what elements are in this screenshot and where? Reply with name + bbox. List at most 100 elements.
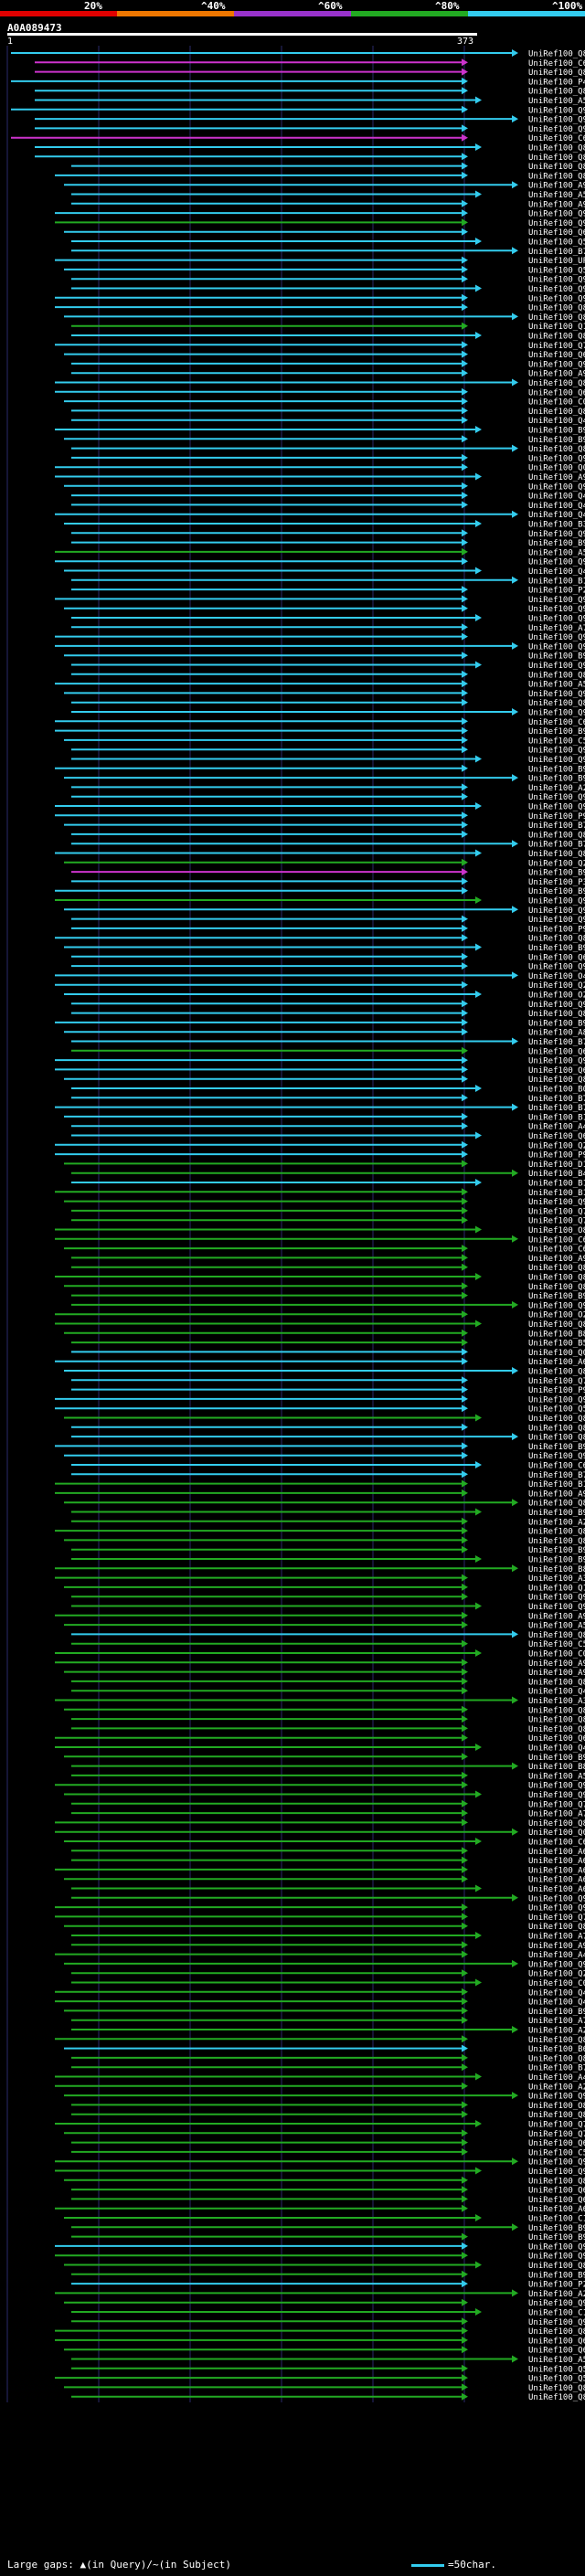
hit-label[interactable]: UniRef100_C6T361	[528, 134, 585, 143]
hit-label[interactable]: UniRef100_Q5NRP2	[528, 239, 585, 248]
hit-label[interactable]: UniRef100_A5BUD6	[528, 681, 585, 690]
hit-label[interactable]: UniRef100_A9NM59	[528, 1489, 585, 1499]
hit-label[interactable]: UniRef100_Q67TK1	[528, 1734, 585, 1744]
hit-label[interactable]: UniRef100_Q9M517	[528, 116, 585, 125]
hit-label[interactable]: UniRef100_Q9SKF3	[528, 793, 585, 802]
hit-label[interactable]: UniRef100_Q4LET0	[528, 1688, 585, 1697]
hit-label[interactable]: UniRef100_Q93R10	[528, 897, 585, 906]
hit-label[interactable]: UniRef100_A9NVZ0	[528, 1942, 585, 1951]
hit-label[interactable]: UniRef100_Q93XP1	[528, 615, 585, 624]
hit-label[interactable]: UniRef100_Q9XG25	[528, 642, 585, 652]
hit-label[interactable]: UniRef100_Q6RX67	[528, 2187, 585, 2196]
hit-label[interactable]: UniRef100_Q4F9K1	[528, 567, 585, 577]
hit-label[interactable]: UniRef100_A9PI83	[528, 370, 585, 379]
hit-label[interactable]: UniRef100_Q8LK29	[528, 2393, 585, 2402]
hit-label[interactable]: UniRef100_Q9ZQF6	[528, 1782, 585, 1791]
hit-label[interactable]: UniRef100_Q9FMW0	[528, 690, 585, 699]
hit-label[interactable]: UniRef100_Q4LET1	[528, 1988, 585, 1998]
hit-label[interactable]: UniRef100_P93494	[528, 1386, 585, 1395]
hit-label[interactable]: UniRef100_Q8L551	[528, 144, 585, 154]
hit-label[interactable]: UniRef100_Q8L5S7	[528, 1076, 585, 1085]
hit-label[interactable]: UniRef100_A4GVQ2	[528, 1951, 585, 1960]
hit-label[interactable]: UniRef100_Q93XZ5	[528, 756, 585, 765]
hit-label[interactable]: UniRef100_Q9FEZ9	[528, 709, 585, 718]
hit-label[interactable]: UniRef100_Q8W5W0	[528, 1500, 585, 1509]
hit-label[interactable]: UniRef100_Q2MK82	[528, 1970, 585, 1979]
hit-label[interactable]: UniRef100_Q04B71	[528, 464, 585, 473]
hit-label[interactable]: UniRef100_Q9SWD4	[528, 1001, 585, 1010]
hit-label[interactable]: UniRef100_B9GUY1	[528, 2233, 585, 2242]
hit-label[interactable]: UniRef100_A5BPE2	[528, 2356, 585, 2365]
hit-label[interactable]: UniRef100_Q0XB17	[528, 1829, 585, 1838]
hit-label[interactable]: UniRef100_A2IBX3	[528, 1518, 585, 1527]
hit-label[interactable]: UniRef100_Q6XE22	[528, 351, 585, 360]
hit-label[interactable]: UniRef100_Q9XFD3	[528, 662, 585, 671]
hit-label[interactable]: UniRef100_Q9SS71	[528, 2158, 585, 2168]
hit-label[interactable]: UniRef100_Q9SWD3	[528, 2299, 585, 2308]
hit-label[interactable]: UniRef100_Q8L5K5	[528, 88, 585, 97]
hit-label[interactable]: UniRef100_C6U046	[528, 1246, 585, 1255]
hit-label[interactable]: UniRef100_A6YR63	[528, 1857, 585, 1866]
hit-label[interactable]: UniRef100_B0Y497	[528, 1086, 585, 1095]
hit-label[interactable]: UniRef100_Q6RFY6	[528, 388, 585, 398]
hit-label[interactable]: UniRef100_Q84L39	[528, 1434, 585, 1443]
hit-label[interactable]: UniRef100_Q9LP24	[528, 125, 585, 134]
hit-label[interactable]: UniRef100_P46V03	[528, 78, 585, 87]
hit-label[interactable]: UniRef100_Q1AKN4	[528, 1584, 585, 1593]
hit-label[interactable]: UniRef100_Q94KT6	[528, 916, 585, 925]
hit-label[interactable]: UniRef100_Q4TTS6	[528, 417, 585, 426]
hit-label[interactable]: UniRef100_Q93XP2	[528, 1301, 585, 1310]
hit-label[interactable]: UniRef100_A9X138	[528, 200, 585, 209]
hit-label[interactable]: UniRef100_Q5SZ24	[528, 2365, 585, 2374]
hit-label[interactable]: UniRef100_C6KXD7	[528, 1839, 585, 1848]
hit-label[interactable]: UniRef100_A4GVQ1	[528, 2073, 585, 2083]
hit-label[interactable]: UniRef100_A9YR06	[528, 473, 585, 482]
hit-label[interactable]: UniRef100_Q9ZQ22	[528, 210, 585, 219]
hit-label[interactable]: UniRef100_B9RLX1	[528, 539, 585, 548]
hit-label[interactable]: UniRef100_Q9SWD0	[528, 605, 585, 614]
hit-label[interactable]: UniRef100_B9T416	[528, 2271, 585, 2280]
hit-label[interactable]: UniRef100_B7UCB0	[528, 1471, 585, 1480]
hit-label[interactable]: UniRef100_Q4TTS7	[528, 502, 585, 511]
hit-label[interactable]: UniRef100_C5WYL8	[528, 1640, 585, 1649]
hit-label[interactable]: UniRef100_B7FKM9	[528, 841, 585, 850]
hit-label[interactable]: UniRef100_Q8L5G4	[528, 50, 585, 59]
hit-label[interactable]: UniRef100_Q8L5J6	[528, 2111, 585, 2120]
hit-label[interactable]: UniRef100_Q7XHY6	[528, 2130, 585, 2139]
hit-label[interactable]: UniRef100_Q93XH7	[528, 558, 585, 567]
hit-label[interactable]: UniRef100_Q9M2S9	[528, 1594, 585, 1603]
hit-label[interactable]: UniRef100_Q84UK5	[528, 313, 585, 323]
hit-label[interactable]: UniRef100_Q2XQB1	[528, 1141, 585, 1150]
hit-label[interactable]: UniRef100_Q8LE53	[528, 1631, 585, 1640]
hit-label[interactable]: UniRef100_Q93V48	[528, 219, 585, 228]
hit-label[interactable]: UniRef100_Q84UK4	[528, 2262, 585, 2271]
hit-label[interactable]: UniRef100_Q9SS32	[528, 360, 585, 369]
hit-label[interactable]: UniRef100_Q8L5S5	[528, 1010, 585, 1019]
hit-label[interactable]: UniRef100_B8LMF3	[528, 1763, 585, 1772]
hit-label[interactable]: UniRef100_A9YR07	[528, 1255, 585, 1264]
hit-label[interactable]: UniRef100_Q4FBJ8	[528, 1744, 585, 1754]
hit-label[interactable]: UniRef100_Q84L36	[528, 699, 585, 708]
hit-label[interactable]: UniRef100_Q9SWD1	[528, 1057, 585, 1066]
hit-label[interactable]: UniRef100_Q8L5S4	[528, 2177, 585, 2186]
hit-label[interactable]: UniRef100_Q7FWR1	[528, 1207, 585, 1216]
hit-label[interactable]: UniRef100_Q8F530	[528, 1264, 585, 1273]
hit-label[interactable]: UniRef100_B9H184	[528, 436, 585, 445]
hit-label[interactable]: UniRef100_Q8LLB2	[528, 1415, 585, 1424]
hit-label[interactable]: UniRef100_A6YR98	[528, 1885, 585, 1894]
hit-label[interactable]: UniRef100_Q9FYG9	[528, 633, 585, 642]
hit-label[interactable]: UniRef100_B9MR18	[528, 1509, 585, 1518]
hit-label[interactable]: UniRef100_Q9XH95	[528, 1198, 585, 1207]
hit-label[interactable]: UniRef100_C5WNB0	[528, 2148, 585, 2157]
hit-label[interactable]: UniRef100_B9H1G1	[528, 944, 585, 953]
hit-label[interactable]: UniRef100_B3M5D9	[528, 521, 585, 530]
hit-label[interactable]: UniRef100_A9YR05	[528, 182, 585, 191]
hit-label[interactable]: UniRef100_A5C506	[528, 97, 585, 106]
hit-label[interactable]: UniRef100_Q9C5S4	[528, 530, 585, 539]
hit-label[interactable]: UniRef100_Q9MXX7	[528, 1791, 585, 1800]
hit-label[interactable]: UniRef100_B9I6V6	[528, 775, 585, 784]
hit-label[interactable]: UniRef100_Q84L77	[528, 379, 585, 388]
hit-label[interactable]: UniRef100_B8XS10	[528, 1565, 585, 1574]
hit-label[interactable]: UniRef100_Q8LKJ8	[528, 408, 585, 417]
hit-label[interactable]: UniRef100_Q8L5S0	[528, 154, 585, 163]
